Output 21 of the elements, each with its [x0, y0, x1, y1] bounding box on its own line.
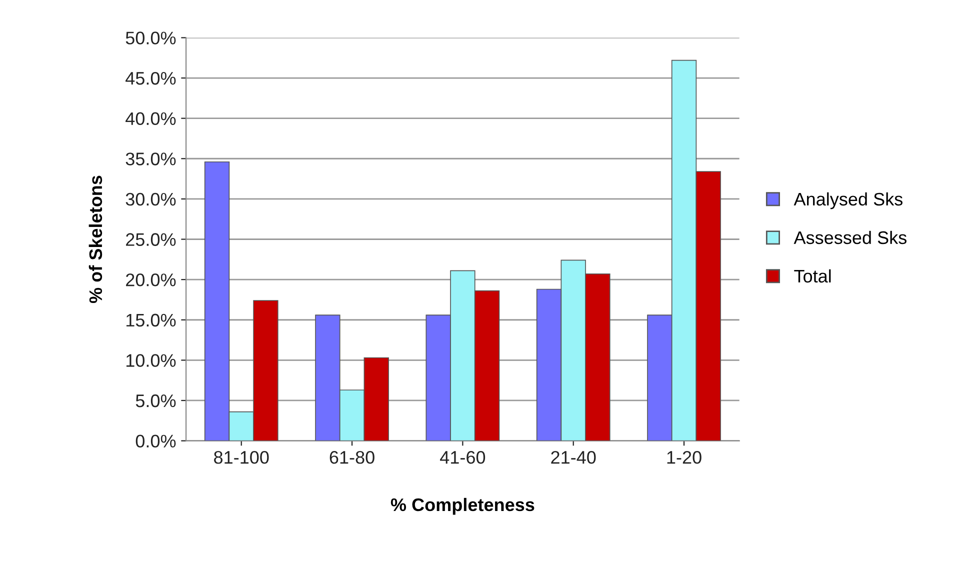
y-tick-label: 45.0% — [126, 72, 176, 85]
y-tick-label: 35.0% — [126, 152, 176, 166]
x-tick-label: 41-60 — [440, 451, 486, 464]
y-tick-label: 30.0% — [126, 192, 176, 206]
x-tick-label: 1-20 — [667, 451, 702, 464]
y-tick-label: 15.0% — [126, 314, 176, 327]
y-tick-label: 40.0% — [126, 112, 176, 126]
x-axis-title: % Completeness — [390, 498, 534, 515]
y-tick-label: 20.0% — [126, 273, 176, 286]
y-tick-label: 5.0% — [136, 394, 176, 408]
legend-label: Assessed Sks — [794, 230, 906, 244]
x-tick-label: 81-100 — [214, 451, 269, 464]
y-tick-label: 50.0% — [126, 32, 176, 44]
legend-label: Analysed Sks — [794, 192, 902, 210]
y-tick-label: 0.0% — [136, 434, 176, 448]
x-tick-label: 61-80 — [330, 451, 374, 464]
y-axis-title: % of Skeletons — [88, 176, 102, 304]
y-tick-label: 25.0% — [126, 233, 176, 246]
x-tick-label: 21-40 — [551, 451, 596, 464]
legend-label: Total — [794, 269, 831, 283]
y-tick-label: 10.0% — [126, 354, 176, 367]
